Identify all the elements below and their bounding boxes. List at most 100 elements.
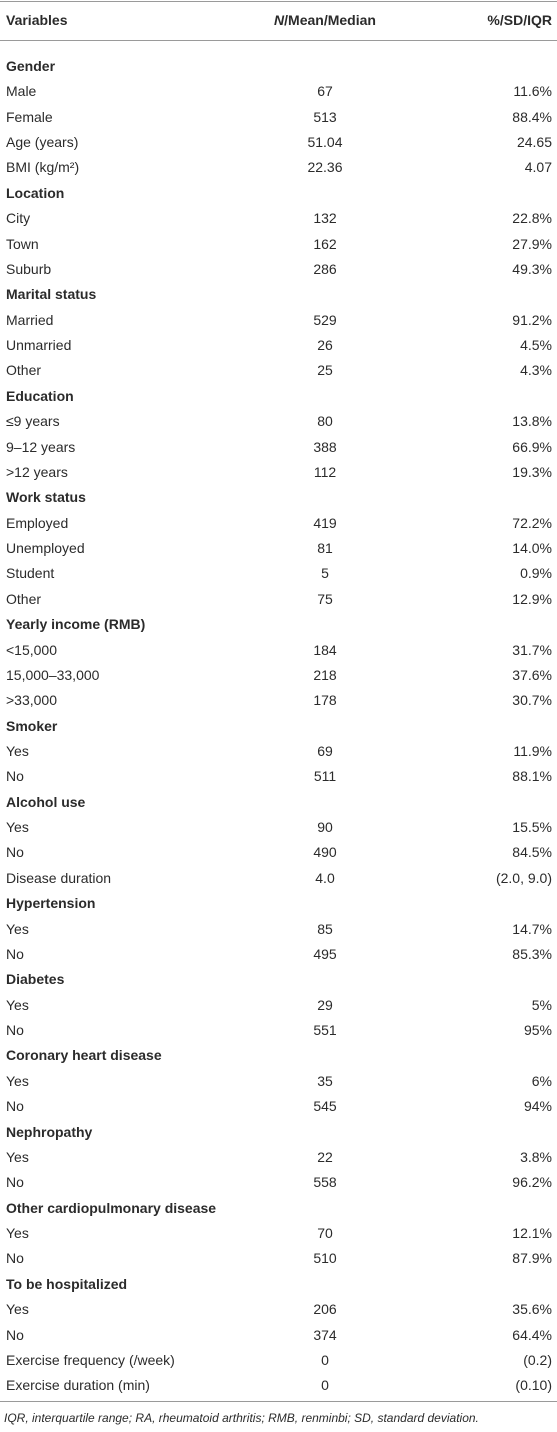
row-value: 551: [313, 1022, 337, 1039]
row-label: Yes: [6, 1148, 29, 1165]
row-label: No: [6, 768, 24, 785]
row-value: 5%: [531, 996, 552, 1013]
row-value: 286: [313, 260, 337, 277]
row-value: 85.3%: [512, 945, 552, 962]
row-value: 87.9%: [512, 1250, 552, 1267]
section-label: Alcohol use: [6, 793, 86, 810]
header-cell: N/Mean/Median: [225, 11, 425, 29]
row-value: 26: [317, 337, 333, 354]
row-label: No: [6, 1098, 24, 1115]
row-value: 94%: [523, 1098, 552, 1115]
row-value: 37.6%: [512, 666, 552, 683]
row-label: No: [6, 844, 24, 861]
header-cell: %/SD/IQR: [487, 12, 552, 28]
row-label: Exercise frequency (/week): [6, 1351, 175, 1368]
row-label: Student: [6, 565, 55, 582]
row-label: Yes: [6, 996, 29, 1013]
row-label: Yes: [6, 1301, 29, 1318]
row-label: 9–12 years: [6, 438, 76, 455]
row-value: 545: [313, 1098, 337, 1115]
section-label: Other cardiopulmonary disease: [6, 1199, 217, 1216]
row-label: Yes: [6, 920, 29, 937]
row-label: Female: [6, 108, 53, 125]
row-value: 49.3%: [512, 260, 552, 277]
row-value: 495: [313, 945, 337, 962]
row-value: 90: [317, 819, 333, 836]
row-value: 95%: [523, 1022, 552, 1039]
row-label: Married: [6, 311, 54, 328]
row-value: 419: [313, 514, 337, 531]
section-label: Diabetes: [6, 971, 65, 988]
row-label: <15,000: [6, 641, 57, 658]
section-label: Hypertension: [6, 895, 96, 912]
row-label: BMI (kg/m²): [6, 159, 80, 176]
row-label: Other: [6, 590, 42, 607]
row-value: 178: [313, 692, 337, 709]
row-value: 27.9%: [512, 235, 552, 252]
row-value: 24.65: [516, 134, 552, 151]
row-value: 19.3%: [512, 463, 552, 480]
top-rule: [0, 1, 557, 2]
row-value: 4.5%: [520, 337, 552, 354]
row-value: 12.9%: [512, 590, 552, 607]
row-label: >33,000: [6, 692, 57, 709]
row-label: Yes: [6, 1225, 29, 1242]
row-label: Disease duration: [6, 869, 112, 886]
row-value: 22.36: [307, 159, 343, 176]
row-value: 11.6%: [513, 83, 552, 100]
row-value: 218: [313, 666, 337, 683]
row-label: Employed: [6, 514, 69, 531]
row-value: 30.7%: [512, 692, 552, 709]
row-value: 374: [313, 1326, 337, 1343]
row-value: 162: [313, 235, 337, 252]
row-value: 11.9%: [513, 742, 552, 759]
row-label: Age (years): [6, 134, 79, 151]
row-label: Yes: [6, 1072, 29, 1089]
row-value: 22.8%: [512, 210, 552, 227]
row-value: 15.5%: [512, 819, 552, 836]
row-label: Suburb: [6, 260, 52, 277]
row-label: >12 years: [6, 463, 68, 480]
row-value: 85: [317, 920, 333, 937]
row-value: 513: [313, 108, 337, 125]
row-value: 0: [321, 1377, 329, 1394]
row-label: No: [6, 1022, 24, 1039]
row-value: 12.1%: [512, 1225, 552, 1242]
row-value: 6%: [531, 1072, 552, 1089]
row-value: 66.9%: [512, 438, 552, 455]
row-value: 69: [317, 742, 333, 759]
row-value: 29: [317, 996, 333, 1013]
section-label: Coronary heart disease: [6, 1047, 162, 1064]
row-label: ≤9 years: [6, 413, 60, 430]
section-label: Yearly income (RMB): [6, 616, 146, 633]
row-value: 4.0: [315, 869, 335, 886]
row-label: No: [6, 1174, 24, 1191]
row-value: 75: [317, 590, 333, 607]
row-label: Town: [6, 235, 39, 252]
row-value: 88.4%: [512, 108, 552, 125]
row-value: 388: [313, 438, 337, 455]
footnote: IQR, interquartile range; RA, rheumatoid…: [4, 1411, 479, 1425]
row-value: (0.2): [523, 1351, 552, 1368]
section-label: Work status: [6, 489, 86, 506]
row-value: 96.2%: [512, 1174, 552, 1191]
row-value: 70: [317, 1225, 333, 1242]
row-value: 31.7%: [512, 641, 552, 658]
row-label: 15,000–33,000: [6, 666, 100, 683]
row-value: 13.8%: [512, 413, 552, 430]
row-label: Exercise duration (min): [6, 1377, 150, 1394]
row-value: 112: [313, 463, 337, 480]
row-label: Yes: [6, 742, 29, 759]
row-value: 4.07: [524, 159, 552, 176]
row-label: No: [6, 945, 24, 962]
row-value: 4.3%: [520, 362, 552, 379]
row-label: Unemployed: [6, 540, 85, 557]
row-value: 81: [317, 540, 333, 557]
row-value: 51.04: [307, 134, 343, 151]
header-italic: N: [274, 12, 285, 28]
row-value: 511: [313, 768, 337, 785]
section-label: Gender: [6, 58, 56, 74]
row-label: No: [6, 1250, 24, 1267]
row-value: 91.2%: [512, 311, 552, 328]
row-label: Unmarried: [6, 337, 72, 354]
